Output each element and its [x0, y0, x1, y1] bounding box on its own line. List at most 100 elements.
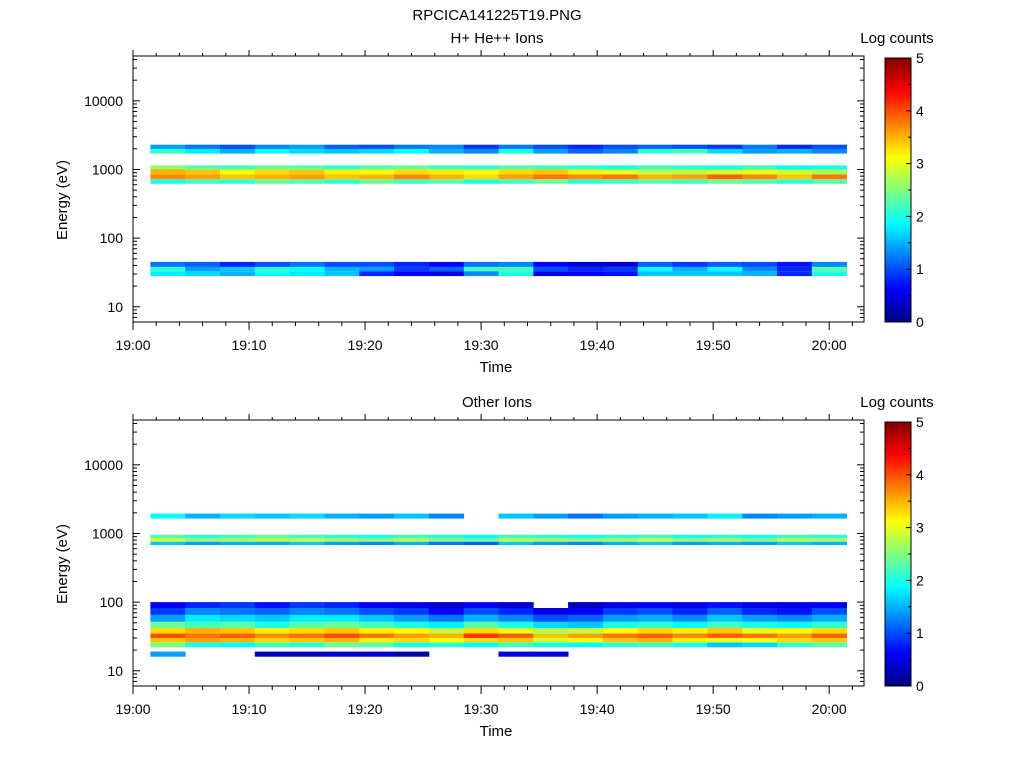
heatmap-cell [254, 271, 290, 277]
heatmap-cell [359, 633, 395, 638]
heatmap-cell [220, 165, 256, 170]
heatmap-cell [602, 621, 639, 628]
page-title: RPCICA141225T19.PNG [412, 7, 581, 24]
heatmap-cell [463, 169, 499, 175]
heatmap-cell [150, 179, 186, 184]
heatmap-cell [359, 179, 395, 184]
heatmap-cell [324, 615, 360, 622]
heatmap-cell [811, 538, 847, 542]
heatmap-cell [324, 267, 360, 272]
heatmap-cell [672, 608, 708, 615]
heatmap-cell [185, 513, 221, 519]
heatmap-cell [811, 615, 847, 622]
x-tick-label: 19:10 [232, 337, 267, 353]
y-tick-label: 1000 [92, 525, 123, 541]
heatmap-cell [428, 638, 465, 643]
heatmap-cell [672, 148, 708, 154]
heatmap-cell [394, 621, 430, 628]
heatmap-cell [289, 174, 325, 180]
heatmap-cell [811, 144, 847, 149]
heatmap-cell [498, 541, 534, 545]
heatmap-cell [324, 144, 360, 149]
heatmap-cell [777, 261, 813, 267]
heatmap-cell [394, 148, 430, 154]
heatmap-cell [220, 261, 256, 267]
heatmap-cell [254, 261, 290, 267]
heatmap-cell [568, 615, 604, 622]
heatmap-cell [150, 534, 186, 539]
heatmap-cell [707, 261, 743, 267]
x-axis-label: Time [480, 359, 513, 376]
heatmap-cell [742, 169, 778, 175]
heatmap-cell [533, 174, 569, 180]
heatmap-cell [498, 638, 534, 643]
heatmap-cell [637, 144, 673, 149]
heatmap-cell [707, 541, 743, 545]
heatmap-cell [150, 267, 186, 272]
heatmap-cell [220, 179, 256, 184]
heatmap-cell [359, 602, 395, 608]
heatmap-cell [359, 267, 395, 272]
heatmap-cell [498, 169, 534, 175]
heatmap-cell [428, 538, 465, 542]
heatmap-cell [324, 621, 360, 628]
heatmap-cell [672, 621, 708, 628]
heatmap-cell [568, 267, 604, 272]
heatmap-cell [602, 261, 639, 267]
heatmap-cell [463, 534, 499, 539]
heatmap-cell [602, 148, 639, 154]
heatmap-cell [742, 174, 778, 180]
heatmap-cell [777, 602, 813, 608]
heatmap-cell [672, 179, 708, 184]
heatmap-cell [707, 638, 743, 643]
heatmap-cell [463, 638, 499, 643]
heatmap-cell [324, 165, 360, 170]
heatmap-cell [289, 638, 325, 643]
heatmap-cell [637, 615, 673, 622]
heatmap-cell [324, 169, 360, 175]
heatmap-cell [150, 174, 186, 180]
heatmap-cell [324, 633, 360, 638]
heatmap-cell [498, 165, 534, 170]
heatmap-cell [811, 169, 847, 175]
heatmap-cell [533, 538, 569, 542]
heatmap-cell [777, 538, 813, 542]
x-tick-label: 19:20 [348, 701, 383, 717]
heatmap-cell [742, 179, 778, 184]
heatmap-cell [811, 608, 847, 615]
heatmap-cell [324, 642, 360, 648]
heatmap-cell [394, 179, 430, 184]
heatmap-cell [185, 638, 221, 643]
x-tick-label: 19:20 [348, 337, 383, 353]
heatmap-cell [324, 538, 360, 542]
heatmap-cell [568, 144, 604, 149]
heatmap-cell [289, 615, 325, 622]
heatmap-cell [220, 602, 256, 608]
heatmap-cell [742, 628, 778, 634]
heatmap-cell [742, 144, 778, 149]
heatmap-cell [150, 608, 186, 615]
heatmap-cell [533, 541, 569, 545]
heatmap-cell [742, 541, 778, 545]
heatmap-cell [289, 538, 325, 542]
heatmap-cell [463, 628, 499, 634]
heatmap-cell [185, 633, 221, 638]
heatmap-cell [428, 165, 465, 170]
y-tick-label: 1000 [92, 161, 123, 177]
heatmap-cell [185, 174, 221, 180]
heatmap-cell [637, 608, 673, 615]
heatmap-cell [254, 615, 290, 622]
heatmap-cell [359, 615, 395, 622]
heatmap-cell [185, 602, 221, 608]
heatmap-cell [533, 608, 569, 615]
heatmap-cell [185, 541, 221, 545]
heatmap-cell [602, 144, 639, 149]
heatmap-cell [742, 621, 778, 628]
heatmap-cell [568, 633, 604, 638]
heatmap-cell [602, 638, 639, 643]
heatmap-cell [498, 148, 534, 154]
colorbar-tick-label: 4 [916, 103, 924, 119]
heatmap-cell [359, 628, 395, 634]
heatmap-cell [568, 541, 604, 545]
heatmap-cell [637, 628, 673, 634]
